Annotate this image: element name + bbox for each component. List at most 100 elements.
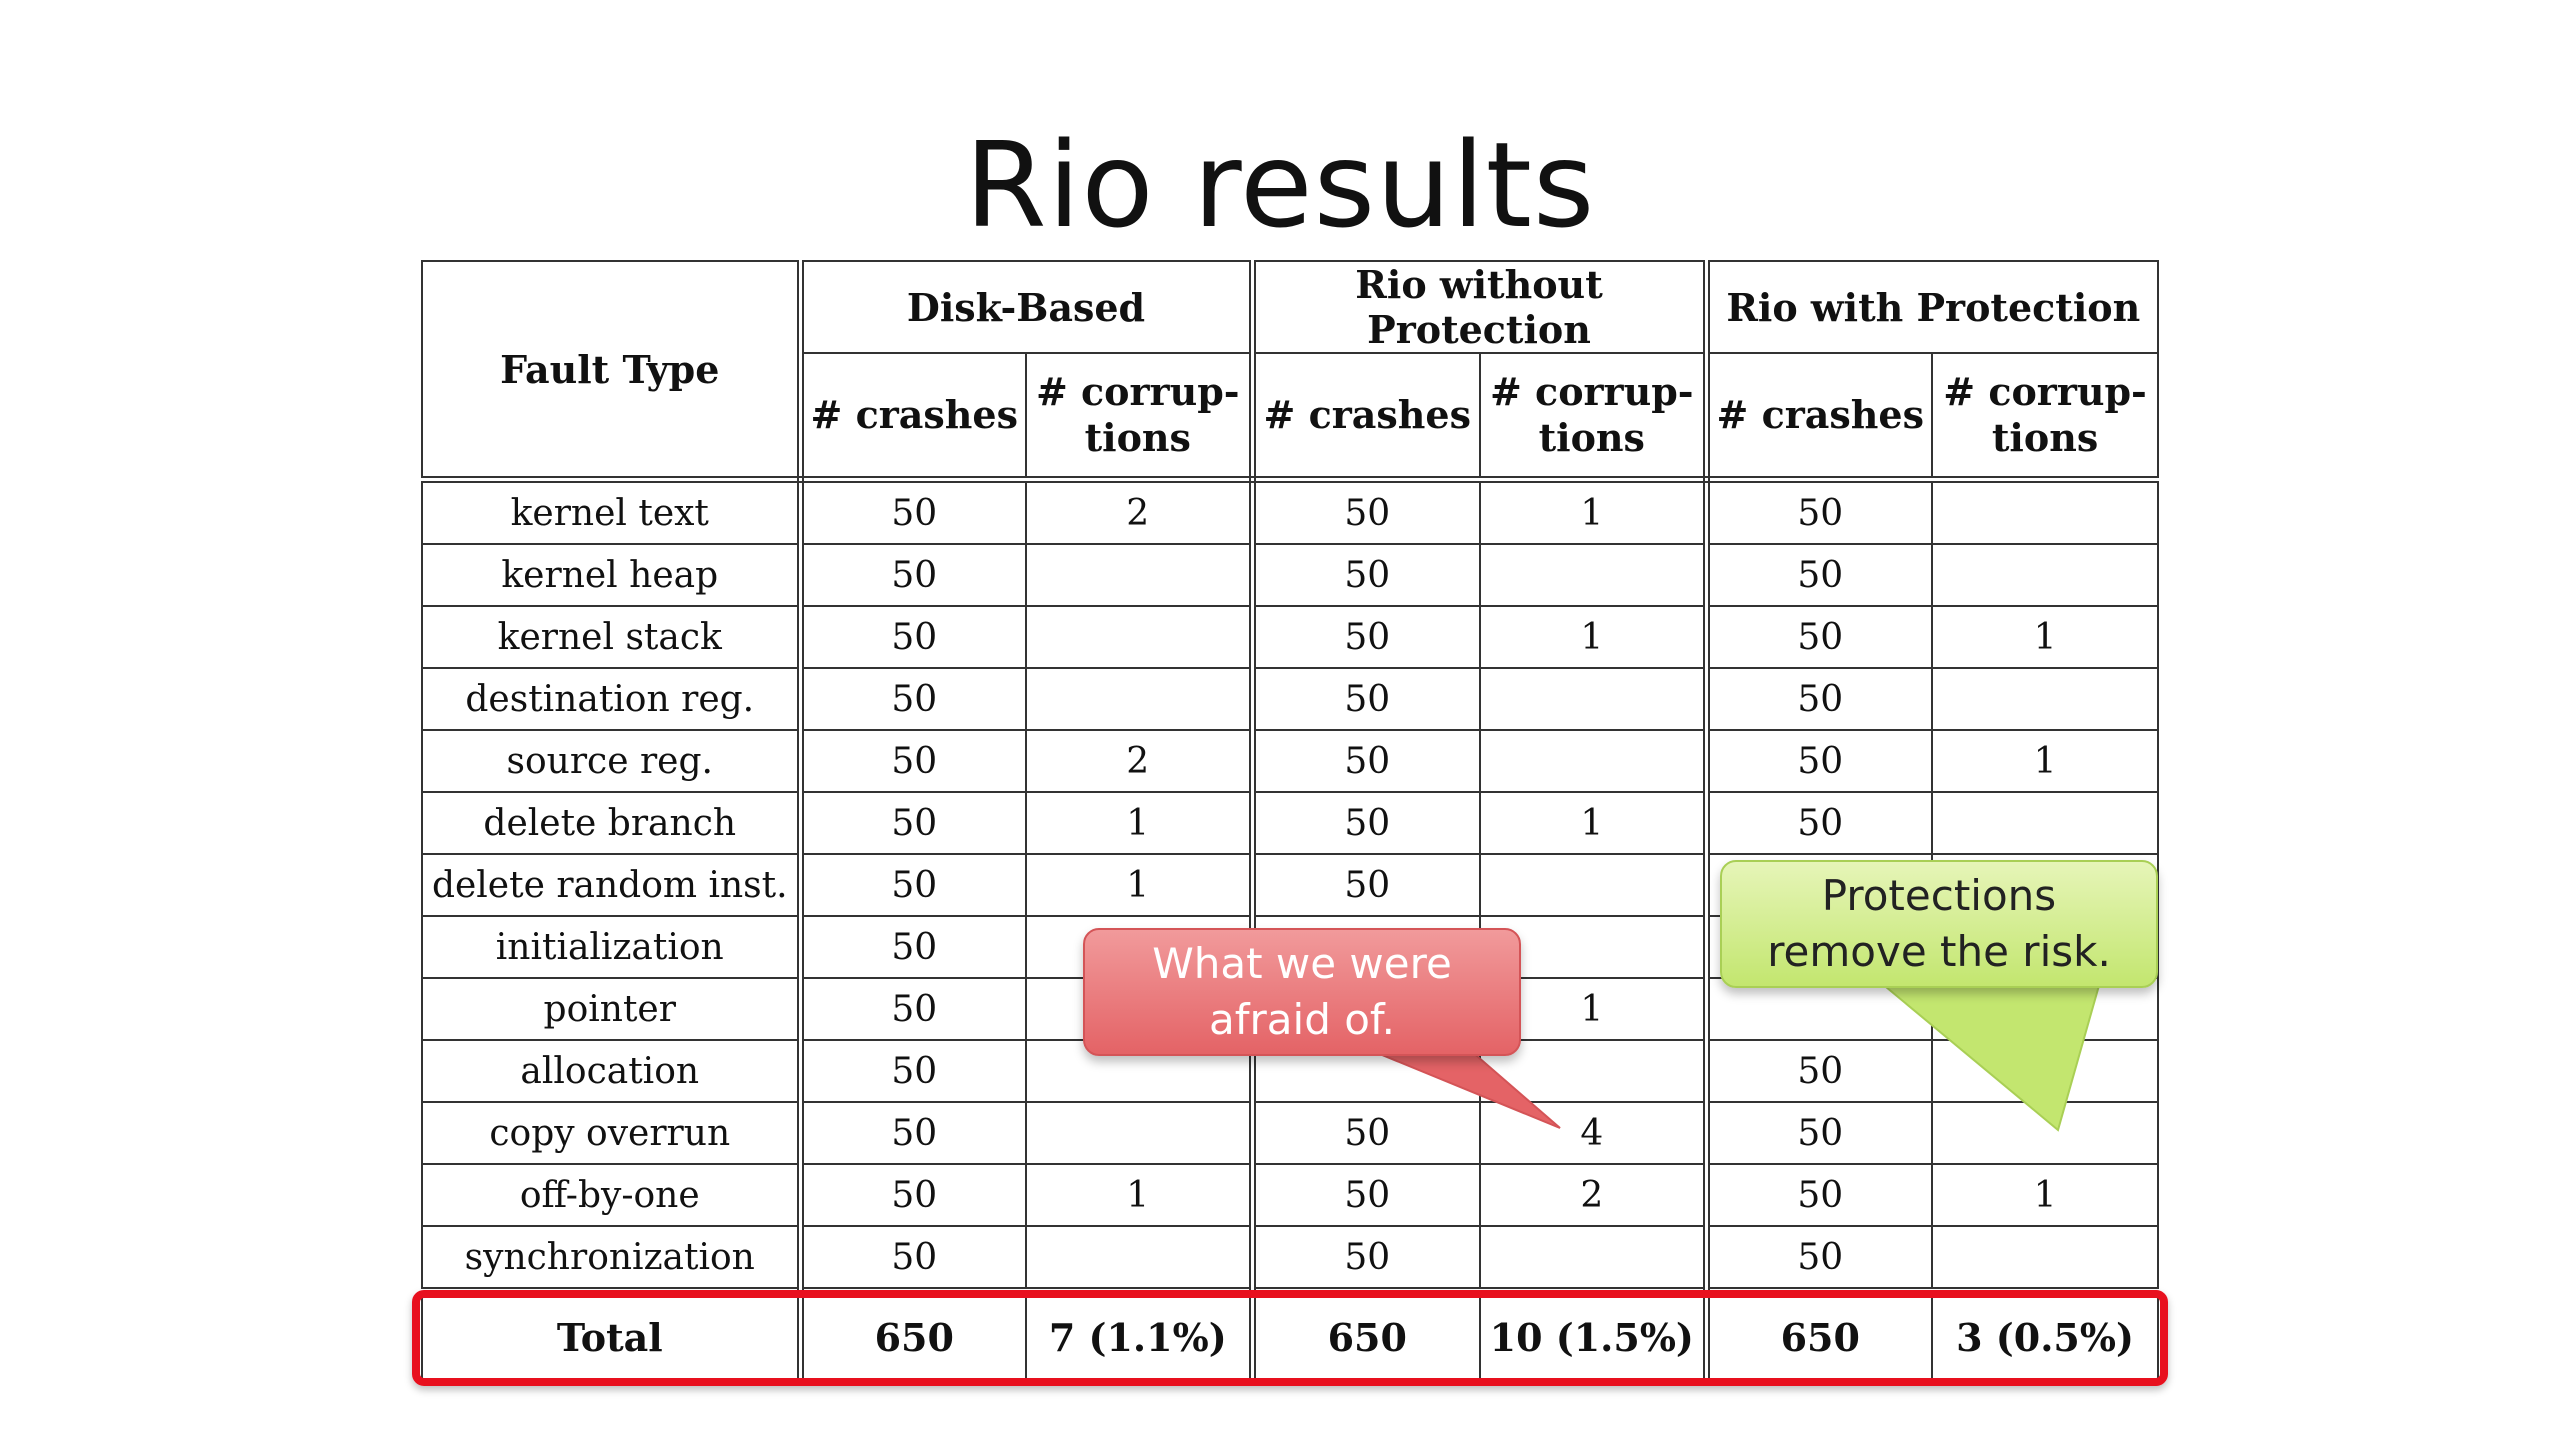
table-cell: 4 [1479, 1101, 1710, 1165]
table-cell: 50 [1705, 1101, 1934, 1165]
table-cell: 50 [799, 605, 1027, 669]
slide-title: Rio results [964, 116, 1596, 254]
table-cell: 1 [1479, 478, 1710, 545]
callout-afraid-text: What we were afraid of. [1152, 939, 1452, 1044]
table-cell: 50 [799, 915, 1027, 979]
fault-type-cell: delete branch [421, 791, 804, 855]
table-cell [1931, 1039, 2160, 1103]
sub-header-crashes: # crashes [1251, 352, 1482, 483]
total-cell: 3 (0.5%) [1931, 1287, 2160, 1382]
table-cell [1024, 667, 1256, 731]
table-cell: 1 [1024, 853, 1256, 917]
table-row: off-by-one 50 1 50 2 50 1 [421, 1163, 2160, 1227]
total-cell: 650 [1705, 1287, 1934, 1382]
table-cell [1931, 1225, 2160, 1292]
table-cell: 50 [1705, 1225, 1934, 1292]
sub-header-corruptions: # corrup- tions [1931, 352, 2160, 483]
group-header-disk-based: Disk-Based [798, 260, 1256, 354]
table-cell: 1 [1479, 605, 1710, 669]
table-cell [1931, 791, 2160, 855]
table-cell: 50 [1251, 1163, 1482, 1227]
table-cell: 2 [1024, 729, 1256, 793]
fault-type-cell: kernel stack [421, 605, 804, 669]
table-cell: 1 [1931, 605, 2160, 669]
results-table: Fault Type Disk-Based Rio without Protec… [421, 260, 2160, 1382]
fault-type-cell: copy overrun [421, 1101, 804, 1165]
total-cell: 10 (1.5%) [1479, 1287, 1710, 1382]
table-cell: 2 [1479, 1163, 1710, 1227]
table-row: synchronization 50 50 50 [421, 1225, 2160, 1292]
table-cell [1931, 667, 2160, 731]
table-cell [1931, 1101, 2160, 1165]
total-row: Total 650 7 (1.1%) 650 10 (1.5%) 650 3 (… [421, 1287, 2160, 1382]
table-cell: 50 [799, 667, 1027, 731]
table-cell [1479, 543, 1710, 607]
table-cell: 50 [1251, 543, 1482, 607]
table-cell: 50 [1251, 729, 1482, 793]
table-cell: 50 [799, 1163, 1027, 1227]
total-cell: 7 (1.1%) [1024, 1287, 1256, 1382]
table-cell: 50 [1251, 1225, 1482, 1292]
table-cell: 50 [1251, 853, 1482, 917]
table-cell [1479, 729, 1710, 793]
table-cell: 2 [1024, 478, 1256, 545]
table-cell: 1 [1024, 1163, 1256, 1227]
table-cell: 1 [1931, 729, 2160, 793]
total-cell: 650 [799, 1287, 1027, 1382]
table-cell: 50 [799, 1039, 1027, 1103]
table-cell: 50 [1705, 729, 1934, 793]
table-row: kernel heap 50 50 50 [421, 543, 2160, 607]
table-cell [1931, 543, 2160, 607]
callout-protections-text: Protections remove the risk. [1767, 871, 2111, 976]
fault-type-cell: synchronization [421, 1225, 804, 1292]
table-cell: 50 [799, 977, 1027, 1041]
sub-header-crashes: # crashes [799, 352, 1027, 483]
total-label: Total [421, 1287, 804, 1382]
table-row: delete branch 50 1 50 1 50 [421, 791, 2160, 855]
table-cell: 50 [1705, 1039, 1934, 1103]
sub-header-crashes: # crashes [1705, 352, 1934, 483]
table-cell: 50 [1251, 605, 1482, 669]
callout-protections: Protections remove the risk. [1720, 860, 2158, 988]
fault-type-cell: pointer [421, 977, 804, 1041]
table-cell: 50 [1705, 1163, 1934, 1227]
total-cell: 650 [1251, 1287, 1482, 1382]
table-cell: 50 [799, 543, 1027, 607]
fault-type-cell: initialization [421, 915, 804, 979]
fault-type-cell: allocation [421, 1039, 804, 1103]
table-row: source reg. 50 2 50 50 1 [421, 729, 2160, 793]
table-cell: 50 [1705, 605, 1934, 669]
table-cell: 50 [1705, 478, 1934, 545]
table-cell: 50 [799, 478, 1027, 545]
table-cell [1024, 1101, 1256, 1165]
table-cell [1931, 478, 2160, 545]
fault-type-cell: kernel text [421, 478, 804, 545]
fault-type-cell: delete random inst. [421, 853, 804, 917]
table-row: kernel stack 50 50 1 50 1 [421, 605, 2160, 669]
table-cell: 50 [1705, 791, 1934, 855]
table-row: copy overrun 50 50 4 50 [421, 1101, 2160, 1165]
table-cell: 50 [799, 1101, 1027, 1165]
fault-type-cell: source reg. [421, 729, 804, 793]
sub-header-corruptions: # corrup- tions [1024, 352, 1256, 483]
sub-header-corruptions: # corrup- tions [1479, 352, 1710, 483]
table-cell: 1 [1024, 791, 1256, 855]
table-row: kernel text 50 2 50 1 50 [421, 478, 2160, 545]
table-cell: 50 [1251, 1101, 1482, 1165]
table-cell: 50 [799, 791, 1027, 855]
fault-type-header: Fault Type [421, 260, 804, 483]
table-cell: 50 [799, 1225, 1027, 1292]
table-cell [1024, 605, 1256, 669]
table-cell: 1 [1931, 1163, 2160, 1227]
table-cell: 50 [1251, 478, 1482, 545]
group-header-rio-with-protection: Rio with Protection [1705, 260, 2160, 354]
table-cell [1479, 667, 1710, 731]
fault-type-cell: off-by-one [421, 1163, 804, 1227]
table-cell: 50 [1705, 543, 1934, 607]
callout-afraid: What we were afraid of. [1083, 928, 1521, 1056]
table-cell: 50 [799, 853, 1027, 917]
fault-type-cell: kernel heap [421, 543, 804, 607]
fault-type-cell: destination reg. [421, 667, 804, 731]
table-cell [1479, 1225, 1710, 1292]
group-header-rio-without-protection: Rio without Protection [1251, 260, 1710, 354]
